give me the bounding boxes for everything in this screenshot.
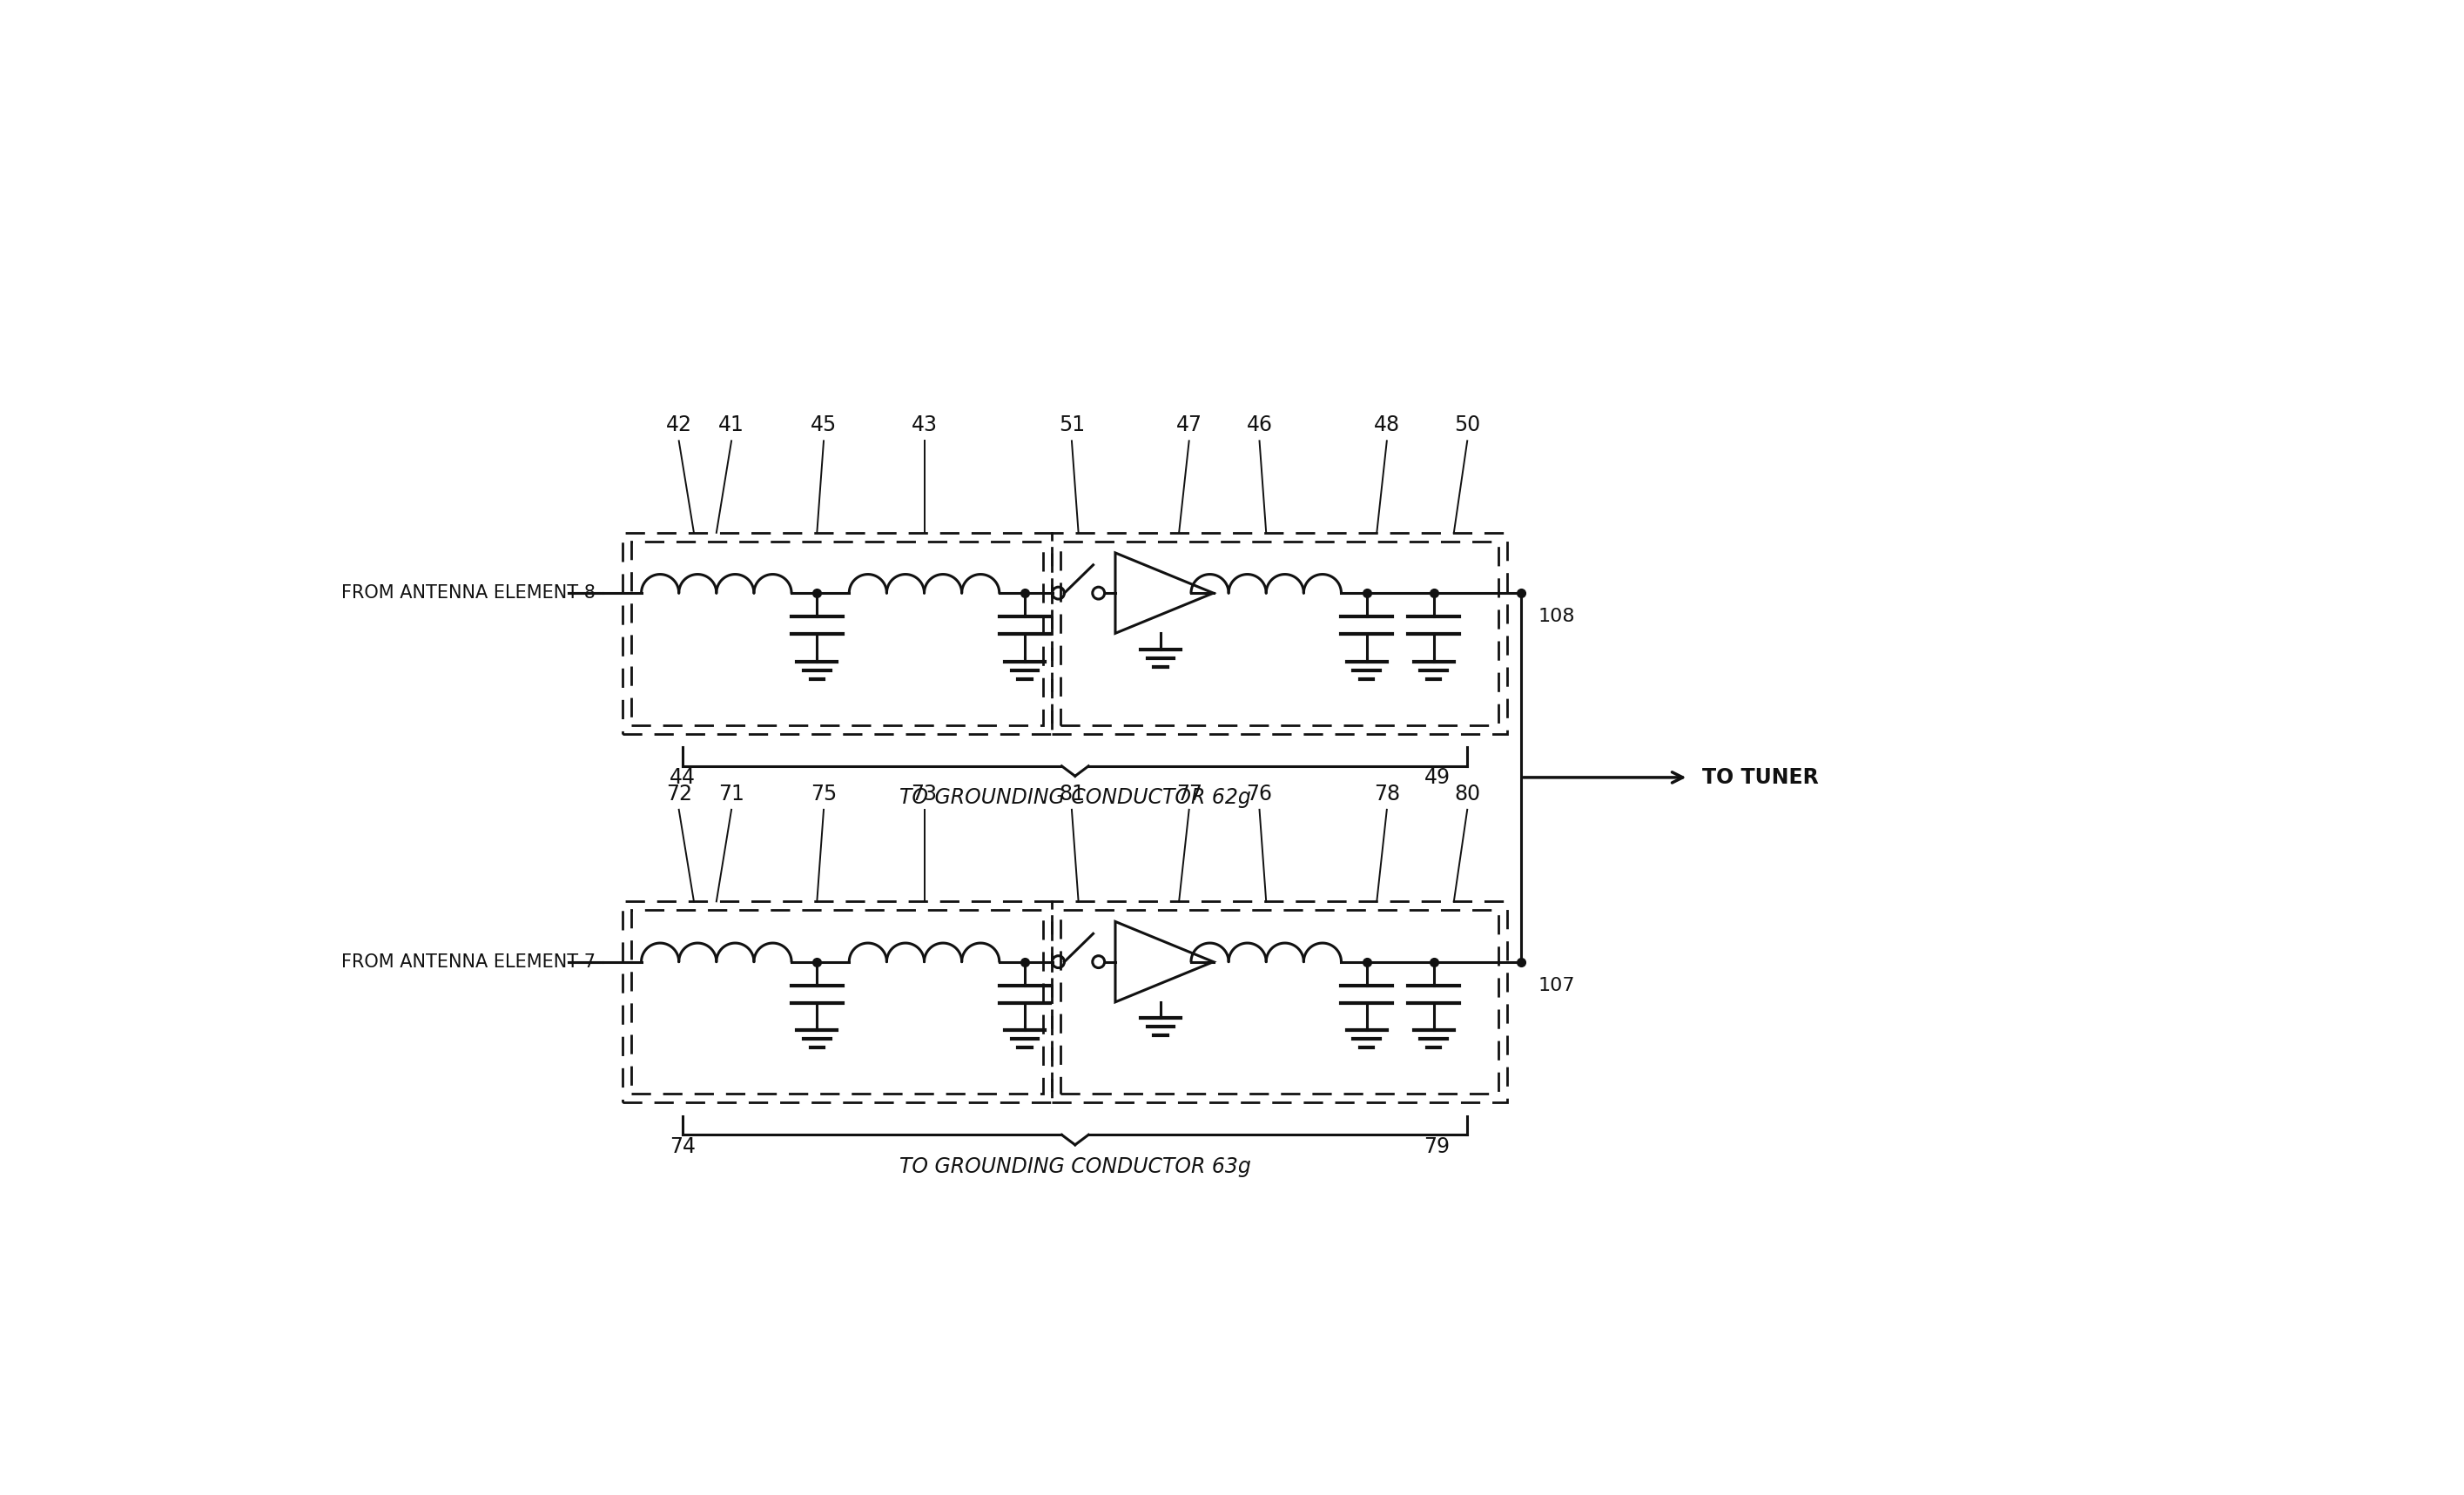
Bar xyxy=(1052,901,1508,1103)
Text: TO GROUNDING CONDUCTOR 62g: TO GROUNDING CONDUCTOR 62g xyxy=(899,788,1252,809)
Text: 77: 77 xyxy=(1175,783,1202,804)
Text: TO GROUNDING CONDUCTOR 63g: TO GROUNDING CONDUCTOR 63g xyxy=(899,1156,1252,1177)
Text: FROM ANTENNA ELEMENT 8: FROM ANTENNA ELEMENT 8 xyxy=(342,585,596,602)
Text: 41: 41 xyxy=(719,414,744,435)
Text: 78: 78 xyxy=(1375,783,1400,804)
Text: 51: 51 xyxy=(1060,414,1084,435)
Bar xyxy=(623,532,1052,734)
Bar xyxy=(1060,910,1498,1094)
Text: FROM ANTENNA ELEMENT 7: FROM ANTENNA ELEMENT 7 xyxy=(342,954,596,970)
Text: 79: 79 xyxy=(1424,1136,1451,1157)
Text: 71: 71 xyxy=(719,783,744,804)
Text: TO TUNER: TO TUNER xyxy=(1703,767,1818,788)
Text: 76: 76 xyxy=(1247,783,1271,804)
Text: 49: 49 xyxy=(1424,767,1451,788)
Bar xyxy=(1052,532,1508,734)
Text: 74: 74 xyxy=(670,1136,695,1157)
Bar xyxy=(623,901,1052,1103)
Text: 47: 47 xyxy=(1175,414,1202,435)
Text: 72: 72 xyxy=(665,783,692,804)
Text: 48: 48 xyxy=(1375,414,1400,435)
Text: 44: 44 xyxy=(670,767,695,788)
Text: 73: 73 xyxy=(912,783,936,804)
Text: 80: 80 xyxy=(1454,783,1481,804)
Text: 46: 46 xyxy=(1247,414,1271,435)
Text: 75: 75 xyxy=(811,783,838,804)
Text: 108: 108 xyxy=(1538,608,1574,625)
Text: 43: 43 xyxy=(912,414,936,435)
Text: 50: 50 xyxy=(1454,414,1481,435)
Text: 45: 45 xyxy=(811,414,838,435)
Text: 42: 42 xyxy=(665,414,692,435)
Text: 107: 107 xyxy=(1538,976,1574,994)
Text: 81: 81 xyxy=(1060,783,1084,804)
Bar xyxy=(1060,541,1498,725)
Bar xyxy=(631,541,1042,725)
Bar xyxy=(631,910,1042,1094)
